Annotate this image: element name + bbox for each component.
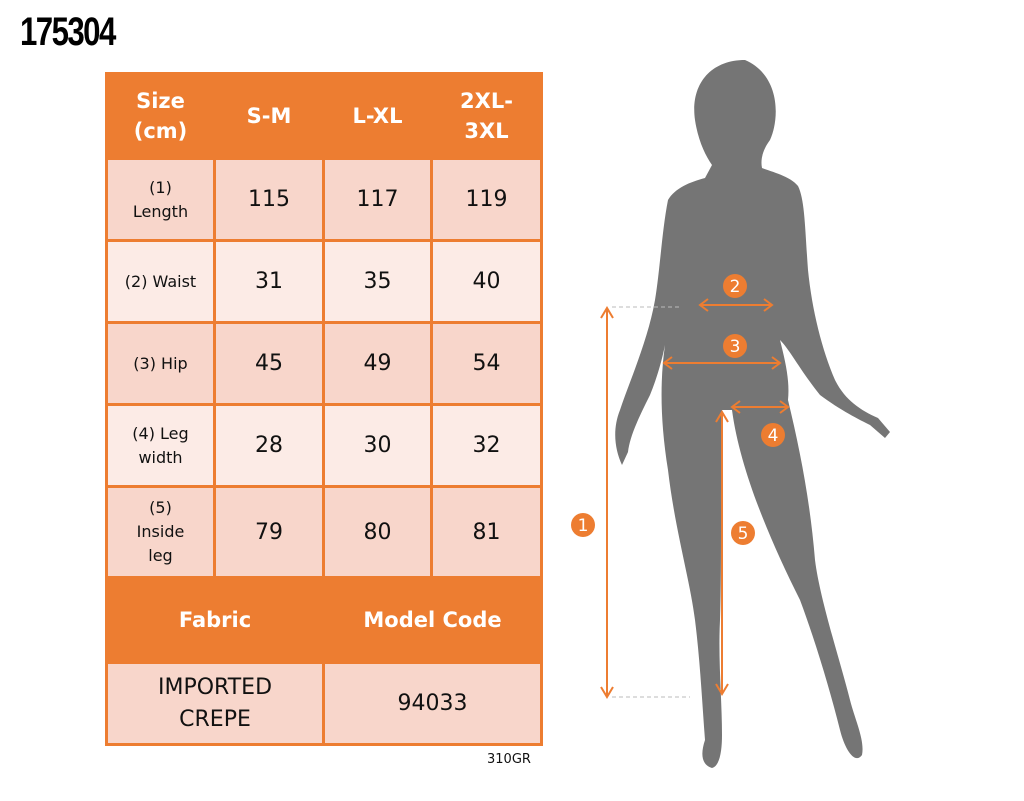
cell: 30 [322, 403, 433, 488]
cell: 54 [430, 321, 543, 406]
cell: 81 [430, 485, 543, 579]
cell: 40 [430, 239, 543, 324]
header-row: Size (cm) S-M L-XL 2XL-3XL [105, 72, 543, 160]
header-2xl-3xl: 2XL-3XL [430, 72, 543, 160]
cell: 45 [213, 321, 325, 406]
table-row: (1) Length 115 117 119 [105, 157, 543, 242]
row-label: (5) Inside leg [105, 485, 216, 579]
marker-5-label: 5 [738, 524, 749, 544]
product-code: 175304 [20, 10, 116, 54]
fabric-value: IMPORTED CREPE [105, 661, 325, 746]
row-label: (1) Length [105, 157, 216, 242]
cell: 32 [430, 403, 543, 488]
cell: 28 [213, 403, 325, 488]
model-code-value: 94033 [322, 661, 543, 746]
table-row: (5) Inside leg 79 80 81 [105, 485, 543, 579]
cell: 35 [322, 239, 433, 324]
silhouette [615, 60, 890, 768]
marker-4-icon [761, 423, 785, 447]
marker-5-icon [731, 521, 755, 545]
marker-3-icon [723, 334, 747, 358]
fabric-header-row: Fabric Model Code [105, 576, 543, 664]
cell: 117 [322, 157, 433, 242]
cell: 79 [213, 485, 325, 579]
cell: 31 [213, 239, 325, 324]
fabric-label: Fabric [105, 576, 325, 664]
marker-1-icon [571, 513, 595, 537]
table-row: (3) Hip 45 49 54 [105, 321, 543, 406]
model-code-label: Model Code [322, 576, 543, 664]
cell: 49 [322, 321, 433, 406]
table-row: (4) Leg width 28 30 32 [105, 403, 543, 488]
marker-2-label: 2 [730, 277, 741, 297]
cell: 80 [322, 485, 433, 579]
size-chart-table: Size (cm) S-M L-XL 2XL-3XL (1) Length 11… [105, 72, 543, 746]
footer-code: 310GR [487, 752, 531, 767]
marker-3-label: 3 [730, 337, 741, 357]
fabric-value-row: IMPORTED CREPE 94033 [105, 661, 543, 746]
row-label: (3) Hip [105, 321, 216, 406]
marker-2-icon [723, 274, 747, 298]
cell: 115 [213, 157, 325, 242]
header-l-xl: L-XL [322, 72, 433, 160]
row-label: (4) Leg width [105, 403, 216, 488]
body-measurement-figure: 1 2 3 4 5 [571, 60, 890, 768]
table-row: (2) Waist 31 35 40 [105, 239, 543, 324]
cell: 119 [430, 157, 543, 242]
marker-1-label: 1 [578, 516, 589, 536]
header-s-m: S-M [213, 72, 325, 160]
marker-4-label: 4 [768, 426, 779, 446]
header-size: Size (cm) [105, 72, 216, 160]
row-label: (2) Waist [105, 239, 216, 324]
